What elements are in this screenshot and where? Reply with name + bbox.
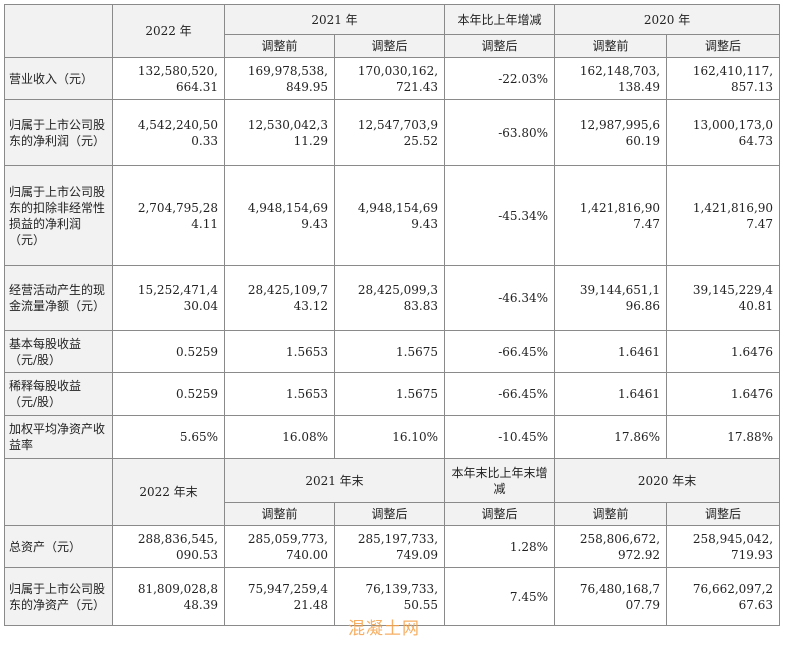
cell-2020-after: 1.6476 bbox=[666, 372, 781, 416]
site-watermark: 混凝土网 bbox=[348, 619, 420, 639]
cell-2021-before: 75,947,259,4 21.48 bbox=[224, 567, 335, 626]
row-label: 加权平均净资产收益率 bbox=[4, 415, 113, 459]
cell-2020-after: 39,145,229,4 40.81 bbox=[666, 265, 781, 331]
cell-2021-before: 28,425,109,7 43.12 bbox=[224, 265, 335, 331]
header-2021: 2021 年 bbox=[223, 4, 446, 35]
cell-2020-before: 76,480,168,7 07.79 bbox=[554, 567, 668, 626]
cell-2022: 15,252,471,4 30.04 bbox=[112, 265, 225, 331]
cell-2022: 288,836,545, 090.53 bbox=[112, 525, 225, 568]
cell-2020-after: 1.6476 bbox=[666, 330, 781, 373]
cell-change: -45.34% bbox=[444, 165, 556, 266]
header-change-adjusted: 调整后 bbox=[444, 34, 556, 58]
cell-2020-before: 17.86% bbox=[554, 415, 668, 459]
cell-2020-before: 1,421,816,90 7.47 bbox=[554, 165, 668, 266]
cell-change: 1.28% bbox=[444, 525, 556, 568]
cell-change: 7.45% bbox=[444, 567, 556, 626]
cell-2021-after: 285,197,733, 749.09 bbox=[333, 525, 446, 568]
row-label: 总资产（元） bbox=[4, 525, 113, 568]
table-row-basic-eps: 基本每股收益（元/股） 0.5259 1.5653 1.5675 -66.45%… bbox=[4, 330, 781, 373]
cell-2022: 132,580,520, 664.31 bbox=[112, 57, 225, 100]
header-corner-cell bbox=[4, 4, 113, 58]
cell-2022: 81,809,028,8 48.39 bbox=[112, 567, 225, 626]
cell-2021-after: 76,139,733, 50.55 bbox=[333, 567, 446, 626]
cell-2021-after: 28,425,099,3 83.83 bbox=[333, 265, 446, 331]
row-label: 归属于上市公司股东的净资产（元） bbox=[4, 567, 113, 626]
cell-2022: 5.65% bbox=[112, 415, 225, 459]
table-row-revenue: 营业收入（元） 132,580,520, 664.31 169,978,538,… bbox=[4, 57, 781, 100]
cell-2020-before: 258,806,672, 972.92 bbox=[554, 525, 668, 568]
header-change-yearend-adjusted: 调整后 bbox=[444, 502, 556, 526]
cell-2020-after: 13,000,173,0 64.73 bbox=[666, 99, 781, 166]
cell-change: -66.45% bbox=[444, 372, 556, 416]
header-2021-yearend-before: 调整前 bbox=[224, 502, 335, 526]
cell-2021-before: 1.5653 bbox=[224, 330, 335, 373]
cell-2022: 2,704,795,28 4.11 bbox=[112, 165, 225, 266]
header-2020-yearend: 2020 年末 bbox=[554, 458, 781, 503]
cell-2020-before: 12,987,995,6 60.19 bbox=[554, 99, 668, 166]
cell-2020-before: 39,144,651,1 96.86 bbox=[554, 265, 668, 331]
header-2021-yearend-after: 调整后 bbox=[333, 502, 446, 526]
header-2020-yearend-after: 调整后 bbox=[666, 502, 781, 526]
row-label: 营业收入（元） bbox=[4, 57, 113, 100]
header-2021-after: 调整后 bbox=[333, 34, 446, 58]
row-label: 经营活动产生的现金流量净额（元） bbox=[4, 265, 113, 331]
header-2021-yearend: 2021 年末 bbox=[223, 458, 446, 503]
header-2020-after: 调整后 bbox=[666, 34, 781, 58]
header-change-yearend: 本年末比上年末增减 bbox=[444, 458, 556, 503]
table-row-net-assets: 归属于上市公司股东的净资产（元） 81,809,028,8 48.39 75,9… bbox=[4, 567, 781, 626]
header-2020-yearend-before: 调整前 bbox=[554, 502, 668, 526]
cell-2020-before: 1.6461 bbox=[554, 372, 668, 416]
cell-2021-before: 4,948,154,69 9.43 bbox=[224, 165, 335, 266]
table-row-diluted-eps: 稀释每股收益（元/股） 0.5259 1.5653 1.5675 -66.45%… bbox=[4, 372, 781, 416]
row-label: 基本每股收益（元/股） bbox=[4, 330, 113, 373]
cell-2021-before: 12,530,042,3 11.29 bbox=[224, 99, 335, 166]
header-2021-before: 调整前 bbox=[224, 34, 335, 58]
cell-2020-before: 162,148,703, 138.49 bbox=[554, 57, 668, 100]
cell-change: -10.45% bbox=[444, 415, 556, 459]
cell-2020-after: 17.88% bbox=[666, 415, 781, 459]
cell-2021-after: 1.5675 bbox=[333, 372, 446, 416]
cell-2022: 0.5259 bbox=[112, 372, 225, 416]
header-change: 本年比上年增减 bbox=[444, 4, 556, 35]
table-row-operating-cash-flow: 经营活动产生的现金流量净额（元） 15,252,471,4 30.04 28,4… bbox=[4, 265, 781, 331]
header-2020: 2020 年 bbox=[554, 4, 781, 35]
table-row-net-profit-excl-nonrecurring: 归属于上市公司股东的扣除非经常性损益的净利润（元） 2,704,795,28 4… bbox=[4, 165, 781, 266]
cell-2020-before: 1.6461 bbox=[554, 330, 668, 373]
cell-change: -22.03% bbox=[444, 57, 556, 100]
cell-2021-after: 16.10% bbox=[333, 415, 446, 459]
table-row-weighted-roe: 加权平均净资产收益率 5.65% 16.08% 16.10% -10.45% 1… bbox=[4, 415, 781, 459]
header-2020-before: 调整前 bbox=[554, 34, 668, 58]
cell-2021-after: 170,030,162, 721.43 bbox=[333, 57, 446, 100]
cell-2021-after: 12,547,703,9 25.52 bbox=[333, 99, 446, 166]
cell-change: -66.45% bbox=[444, 330, 556, 373]
financial-data-table: 2022 年 2021 年 本年比上年增减 2020 年 调整前 调整后 调整后… bbox=[4, 4, 781, 626]
cell-2021-before: 16.08% bbox=[224, 415, 335, 459]
cell-2020-after: 258,945,042, 719.93 bbox=[666, 525, 781, 568]
table-row-net-profit: 归属于上市公司股东的净利润（元） 4,542,240,50 0.33 12,53… bbox=[4, 99, 781, 166]
cell-change: -46.34% bbox=[444, 265, 556, 331]
cell-2021-after: 4,948,154,69 9.43 bbox=[333, 165, 446, 266]
row-label: 归属于上市公司股东的扣除非经常性损益的净利润（元） bbox=[4, 165, 113, 266]
cell-2021-before: 169,978,538, 849.95 bbox=[224, 57, 335, 100]
header-corner-cell-yearend bbox=[4, 458, 113, 526]
cell-2020-after: 162,410,117, 857.13 bbox=[666, 57, 781, 100]
cell-2022: 4,542,240,50 0.33 bbox=[112, 99, 225, 166]
cell-2020-after: 1,421,816,90 7.47 bbox=[666, 165, 781, 266]
cell-2020-after: 76,662,097,2 67.63 bbox=[666, 567, 781, 626]
header-2022-yearend: 2022 年末 bbox=[112, 458, 225, 526]
row-label: 归属于上市公司股东的净利润（元） bbox=[4, 99, 113, 166]
cell-2021-after: 1.5675 bbox=[333, 330, 446, 373]
row-label: 稀释每股收益（元/股） bbox=[4, 372, 113, 416]
header-2022: 2022 年 bbox=[112, 4, 225, 58]
cell-change: -63.80% bbox=[444, 99, 556, 166]
cell-2021-before: 285,059,773, 740.00 bbox=[224, 525, 335, 568]
table-row-total-assets: 总资产（元） 288,836,545, 090.53 285,059,773, … bbox=[4, 525, 781, 568]
cell-2022: 0.5259 bbox=[112, 330, 225, 373]
cell-2021-before: 1.5653 bbox=[224, 372, 335, 416]
